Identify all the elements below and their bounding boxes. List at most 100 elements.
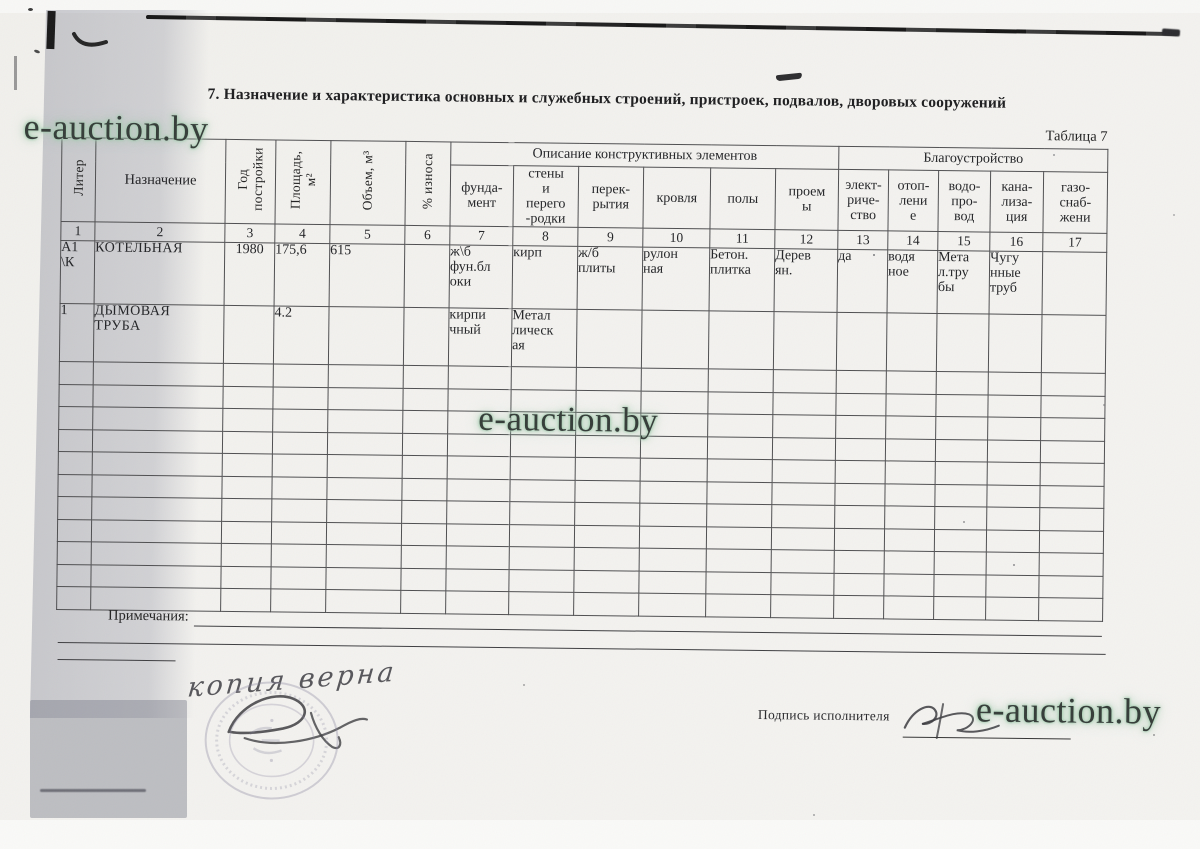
scan-specks — [873, 254, 875, 256]
empty-cell — [885, 416, 936, 440]
col-header-area: Площадь, м² — [274, 139, 331, 226]
empty-cell — [509, 524, 575, 548]
empty-cell — [834, 483, 886, 507]
empty-cell — [222, 431, 273, 455]
empty-cell — [985, 597, 1039, 621]
empty-cell — [987, 394, 1042, 419]
empty-cell — [885, 461, 936, 485]
col-header-ceilings: перек- рытия — [577, 166, 644, 229]
empty-cell — [271, 521, 327, 545]
empty-cell — [574, 502, 640, 527]
col-number: 9 — [577, 227, 643, 248]
empty-cell — [327, 409, 403, 434]
empty-cell — [272, 431, 328, 455]
col-header-roof: кровля — [642, 167, 711, 230]
empty-cell — [834, 505, 885, 529]
empty-cell — [706, 549, 772, 573]
empty-cell — [325, 567, 402, 591]
empty-cell — [706, 504, 772, 528]
empty-cell — [400, 568, 447, 592]
empty-cell — [221, 543, 272, 567]
table-row-kotelnaya: А1 \К КОТЕЛЬНАЯ 1980 175,6 615 ж\б фун.б… — [60, 240, 1107, 316]
scan-artifact — [1161, 28, 1181, 37]
empty-cell — [884, 483, 936, 507]
col-header-water: водо- про- вод — [937, 170, 991, 233]
empty-cell — [401, 500, 447, 524]
cell-volume — [328, 307, 405, 366]
empty-cell — [770, 572, 835, 596]
cell-area: 175,6 — [274, 243, 330, 308]
col-header-year-label: Год постройки — [235, 147, 266, 212]
cell-walls: кирп — [512, 246, 578, 310]
empty-cell — [92, 452, 223, 477]
col-number: 6 — [404, 225, 450, 246]
empty-cell — [448, 366, 512, 390]
col-number: 10 — [642, 228, 710, 249]
empty-cell — [271, 544, 327, 568]
empty-cell — [221, 476, 273, 500]
empty-cell — [708, 369, 774, 393]
empty-cell — [935, 394, 989, 418]
cell-water: Мета л.тру бы — [937, 250, 990, 315]
cell-gas — [1041, 315, 1107, 374]
empty-cell — [705, 594, 771, 618]
empty-cell — [222, 408, 273, 432]
empty-cell — [772, 437, 836, 461]
cell-wear — [403, 307, 450, 367]
empty-cell — [402, 433, 448, 457]
col-header-volume: Объем, м³ — [329, 140, 406, 226]
cell-openings — [773, 312, 838, 371]
empty-cell — [58, 429, 93, 453]
cell-floors — [708, 311, 775, 371]
col-header-electricity: элект- риче- ство — [837, 169, 889, 232]
empty-cell — [574, 547, 640, 572]
cell-foundation: кирпи чный — [448, 308, 513, 368]
cell-area: 4.2 — [273, 306, 330, 365]
empty-cell — [508, 569, 575, 593]
empty-cell — [771, 550, 835, 574]
empty-cell — [639, 481, 708, 505]
empty-cell — [58, 451, 93, 475]
empty-cell — [57, 541, 92, 565]
empty-cell — [574, 525, 640, 549]
empty-cell — [706, 526, 772, 551]
empty-cell — [638, 571, 707, 595]
empty-cell — [509, 479, 576, 503]
empty-cell — [573, 592, 639, 617]
col-number: 7 — [449, 226, 513, 247]
empty-cell — [1038, 598, 1103, 622]
empty-cell — [834, 550, 885, 574]
empty-cell — [641, 368, 709, 392]
col-header-wear-label: % износа — [420, 153, 436, 210]
empty-cell — [92, 407, 223, 432]
empty-cell — [58, 384, 94, 408]
col-header-walls: стены и перего -родки — [512, 165, 579, 228]
empty-cell — [271, 499, 327, 523]
empty-cell — [639, 548, 707, 572]
empty-cell — [987, 462, 1041, 486]
notes-line — [57, 642, 1106, 655]
empty-cell — [771, 505, 835, 529]
col-header-purpose: Назначение — [95, 137, 226, 224]
empty-cell — [987, 417, 1041, 441]
cell-sewerage — [988, 314, 1043, 374]
col-header-floors: полы — [709, 167, 776, 231]
col-number: 5 — [329, 225, 405, 245]
col-header-wear: % износа — [404, 141, 451, 227]
empty-cell — [771, 527, 835, 551]
empty-cell — [987, 439, 1041, 464]
empty-cell — [272, 454, 328, 478]
empty-cell — [270, 589, 326, 613]
empty-cell — [327, 432, 403, 456]
notes-line — [193, 625, 1102, 637]
empty-cell — [833, 595, 884, 619]
watermark: e-auction.by — [478, 398, 659, 440]
empty-cell — [1040, 440, 1105, 464]
cell-water — [936, 313, 990, 373]
empty-cell — [883, 573, 935, 597]
col-header-year: Год постройки — [224, 139, 276, 225]
empty-cell — [705, 571, 772, 596]
notes-label: Примечания: — [107, 607, 189, 625]
empty-cell — [772, 392, 837, 416]
